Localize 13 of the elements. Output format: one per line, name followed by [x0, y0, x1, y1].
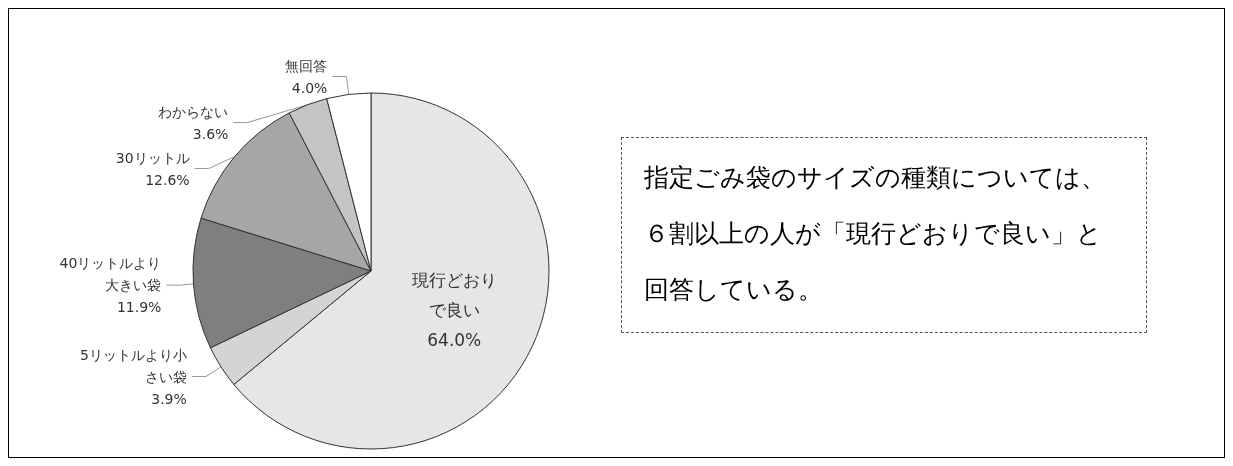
data-label: 3.6%: [192, 125, 229, 142]
data-label: 11.9%: [116, 299, 162, 316]
data-label: 12.6%: [145, 171, 190, 188]
slice-label: 5リットルより小さい袋: [79, 346, 187, 385]
slice-label: わからない: [158, 103, 229, 120]
slice-label: 30リットル: [115, 149, 190, 166]
data-label: 3.9%: [151, 390, 187, 407]
data-label: 4.0%: [291, 79, 328, 96]
text: 指定ごみ袋のサイズの種類については、６割以上の人が「現行どおりで良い」と回答している。: [621, 137, 1147, 333]
slice-label: 現行どおりで良い: [411, 270, 497, 321]
slice-label: 40リットルより大きい袋: [59, 255, 162, 294]
slice-label: 無回答: [285, 57, 328, 74]
data-label: 64.0%: [427, 330, 482, 351]
